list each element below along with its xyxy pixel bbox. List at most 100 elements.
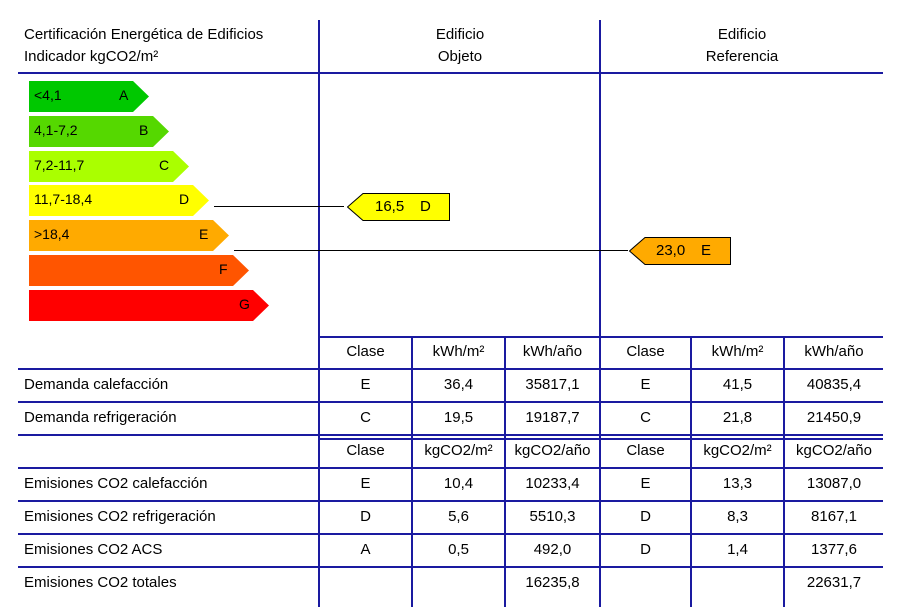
scale-letter-label: B xyxy=(139,122,149,138)
scale-bar-c: 7,2-11,7 C xyxy=(29,151,189,182)
table-cell: 1,4 xyxy=(727,541,748,558)
referencia-header-line-2: Referencia xyxy=(705,48,779,65)
objeto-header: Edificio Objeto xyxy=(320,24,600,68)
scale-letter-label: E xyxy=(199,226,209,242)
scale-arrow-b xyxy=(29,116,169,147)
table-cell: 10233,4 xyxy=(525,475,580,492)
title-line-2: Indicador kgCO2/m² xyxy=(24,48,159,65)
divider-obj-col3 xyxy=(504,337,506,607)
column-header: Clase xyxy=(626,442,665,459)
scale-bar-a: <4,1 A xyxy=(29,81,149,112)
table-cell: 0,5 xyxy=(448,541,469,558)
referencia-rating-letter: E xyxy=(701,242,712,259)
referencia-header-line-1: Edificio xyxy=(717,26,767,43)
referencia-connector xyxy=(234,250,628,251)
emissions-row-line-1 xyxy=(18,500,883,502)
row-label: Emisiones CO2 totales xyxy=(24,574,177,591)
table-cell: E xyxy=(640,475,651,492)
column-header: kgCO2/año xyxy=(514,442,591,459)
table-cell: 8167,1 xyxy=(811,508,857,525)
table-cell: 35817,1 xyxy=(525,376,580,393)
scale-arrow-f xyxy=(29,255,249,286)
scale-letter-label: G xyxy=(239,296,250,312)
column-header: kWh/año xyxy=(522,343,583,360)
section-line-2 xyxy=(318,438,883,440)
row-label: Demanda calefacción xyxy=(24,376,169,393)
table-cell: 1377,6 xyxy=(811,541,857,558)
table-cell: D xyxy=(640,508,651,525)
table-cell: D xyxy=(640,541,651,558)
header-divider xyxy=(18,72,883,74)
table-cell: 13,3 xyxy=(722,475,753,492)
objeto-rating-letter: D xyxy=(420,198,431,215)
scale-range-label: >18,4 xyxy=(34,226,70,242)
scale-arrow-g xyxy=(29,290,269,321)
objeto-connector xyxy=(214,206,344,207)
scale-range-label: 4,1-7,2 xyxy=(34,122,78,138)
scale-bar-e: >18,4 E xyxy=(29,220,229,251)
divider-obj-col2 xyxy=(411,337,413,607)
scale-arrow-e xyxy=(29,220,229,251)
row-label: Demanda refrigeración xyxy=(24,409,177,426)
table-cell: 19,5 xyxy=(443,409,474,426)
table-cell: 41,5 xyxy=(722,376,753,393)
table-cell: C xyxy=(360,409,371,426)
scale-range-label: 7,2-11,7 xyxy=(34,157,85,173)
table-cell: E xyxy=(360,475,371,492)
table-cell: 492,0 xyxy=(533,541,572,558)
table-cell: 21,8 xyxy=(722,409,753,426)
column-header: Clase xyxy=(346,442,385,459)
scale-bar-d: 11,7-18,4 D xyxy=(29,185,209,216)
column-header: kgCO2/m² xyxy=(424,442,493,459)
column-header: kgCO2/m² xyxy=(703,442,772,459)
objeto-rating-tag: 16,5 D xyxy=(347,193,450,221)
objeto-header-line-1: Edificio xyxy=(435,26,485,43)
scale-letter-label: F xyxy=(219,261,228,277)
objeto-rating-value: 16,5 xyxy=(375,198,405,215)
table-cell: 36,4 xyxy=(443,376,474,393)
table-cell: E xyxy=(640,376,651,393)
table-cell: 19187,7 xyxy=(525,409,580,426)
scale-bar-b: 4,1-7,2 B xyxy=(29,116,169,147)
table-cell: A xyxy=(360,541,371,558)
scale-arrow-a xyxy=(29,81,149,112)
title-line-1: Certificación Energética de Edificios xyxy=(24,26,264,43)
column-header: Clase xyxy=(346,343,385,360)
scale-bar-f: F xyxy=(29,255,249,286)
scale-letter-label: C xyxy=(159,157,170,173)
divider-objeto xyxy=(318,20,320,607)
divider-ref-col3 xyxy=(783,337,785,607)
divider-referencia xyxy=(599,20,601,607)
scale-bar-g: G xyxy=(29,290,269,321)
section-line-1 xyxy=(18,434,883,436)
table-cell: 22631,7 xyxy=(806,574,862,591)
referencia-rating-tag: 23,0 E xyxy=(629,237,731,265)
table-cell: 10,4 xyxy=(443,475,474,492)
emissions-row-line-2 xyxy=(18,533,883,535)
emissions-row-line-3 xyxy=(18,566,883,568)
column-header: kWh/año xyxy=(804,343,864,360)
divider-ref-col2 xyxy=(690,337,692,607)
objeto-rating-arrow xyxy=(347,193,450,221)
scale-range-label: 11,7-18,4 xyxy=(34,191,93,207)
referencia-header: Edificio Referencia xyxy=(601,24,883,68)
scale-arrow-c xyxy=(29,151,189,182)
table-cell: 5,6 xyxy=(448,508,469,525)
scale-range-label: <4,1 xyxy=(34,87,62,103)
column-header: Clase xyxy=(626,343,665,360)
column-header: kgCO2/año xyxy=(796,442,872,459)
table-cell: 21450,9 xyxy=(806,409,862,426)
table-cell: 40835,4 xyxy=(806,376,862,393)
objeto-header-line-2: Objeto xyxy=(437,48,483,65)
referencia-rating-arrow xyxy=(629,237,731,265)
demand-header-line xyxy=(18,368,883,370)
column-header: kWh/m² xyxy=(432,343,485,360)
row-label: Emisiones CO2 calefacción xyxy=(24,475,208,492)
table-top-line xyxy=(318,336,883,338)
emissions-header-line xyxy=(18,467,883,469)
table-cell: E xyxy=(360,376,371,393)
scale-letter-label: A xyxy=(119,87,129,103)
scale-arrow-d xyxy=(29,185,209,216)
certificate-title: Certificación Energética de Edificios In… xyxy=(24,24,263,68)
table-cell: 5510,3 xyxy=(529,508,576,525)
